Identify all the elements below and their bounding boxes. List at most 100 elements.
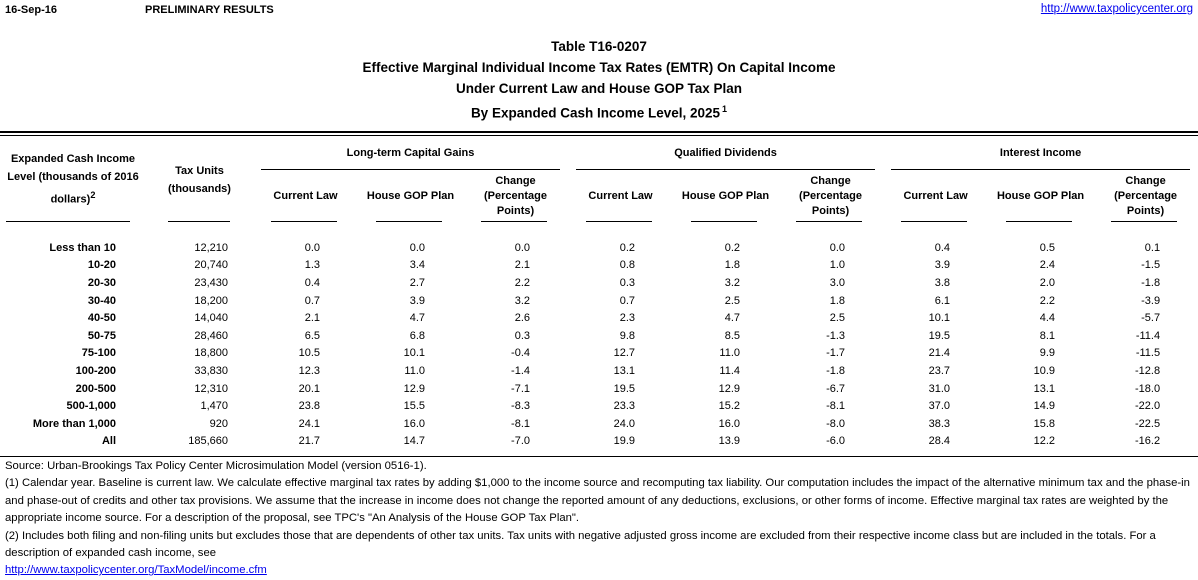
row-label: 100-200 [75,364,116,377]
table-row: 10-20 20,740 1.3 3.4 2.1 0.8 1.8 1.0 3.9 2.4 -1.5 [0,257,1198,275]
value-cell: 23.7 [928,364,951,377]
sub-header-house-gop-plan: House GOP Plan [681,190,770,202]
sub-header-current-law: Current Law [273,190,338,202]
value-cell: 0.0 [829,241,846,254]
value-cell: 0.3 [514,329,531,342]
value-cell: 1.8 [724,259,741,272]
tax-units-header: Tax Units (thousands) [168,164,231,195]
value-cell: 2.7 [409,276,425,289]
row-label: 30-40 [87,294,116,307]
table-top-border [0,131,1198,136]
value-cell: 12.7 [613,347,636,360]
value-cell: -6.0 [826,435,846,448]
sub-header-change: Change (Percentage Points) [799,175,863,217]
value-cell: 0.7 [619,294,636,307]
value-cell: 10.1 [928,312,951,325]
value-cell: 21.4 [928,347,951,360]
value-cell: 2.5 [829,312,846,325]
income-definition-link[interactable]: http://www.taxpolicycenter.org/TaxModel/… [5,564,267,577]
value-cell: 11.0 [719,347,741,360]
column-underline [691,221,757,222]
value-cell: 1.0 [829,259,846,272]
footnote-1: (1) Calendar year. Baseline is current l… [5,477,1190,525]
value-cell: 0.8 [619,259,636,272]
column-underline [271,221,337,222]
value-cell: 10.9 [1033,364,1056,377]
value-cell: 13.1 [613,364,636,377]
value-cell: 12.9 [403,382,425,395]
value-cell: -8.1 [826,400,846,413]
value-cell: 4.7 [724,312,741,325]
row-label: 200-500 [75,382,116,395]
column-underline [376,221,442,222]
group-header-row: Expanded Cash Income Level (thousands of… [0,136,1198,206]
group-underline-dividends [576,169,875,170]
value-cell: 15.8 [1033,417,1056,430]
tax-units-cell: 18,800 [194,347,228,360]
column-underline [796,221,862,222]
value-cell: 10.1 [403,347,425,360]
value-cell: 0.4 [304,276,320,289]
value-cell: -1.8 [826,364,846,377]
value-cell: 8.5 [724,329,741,342]
column-underline [586,221,652,222]
column-underline [1111,221,1177,222]
value-cell: 3.2 [514,294,531,307]
preliminary-results-label: PRELIMINARY RESULTS [145,4,274,16]
sub-header-current-law: Current Law [903,190,968,202]
value-cell: -18.0 [1135,382,1161,395]
table-row: 200-500 12,310 20.1 12.9 -7.1 19.5 12.9 -6.7 31.… [0,380,1198,398]
group-underline-ltcg [261,169,560,170]
table-title: Table T16-0207 Effective Marginal Indivi… [0,36,1198,124]
value-cell: -11.4 [1135,329,1161,342]
value-cell: 8.1 [1039,329,1056,342]
table-row: 30-40 18,200 0.7 3.9 3.2 0.7 2.5 1.8 6.1 2.2 -3.9 [0,292,1198,310]
value-cell: 0.0 [514,241,531,254]
table-row: 75-100 18,800 10.5 10.1 -0.4 12.7 11.0 -1.7 21.4… [0,345,1198,363]
value-cell: -1.8 [1141,276,1161,289]
value-cell: 24.0 [613,417,636,430]
tax-units-cell: 12,210 [194,241,228,254]
value-cell: 0.1 [1144,241,1161,254]
value-cell: -7.1 [511,382,531,395]
income-level-header: Expanded Cash Income Level (thousands of… [7,153,139,206]
value-cell: -8.3 [511,400,531,413]
footnote-1-marker: 1 [722,104,728,114]
footer-notes: Source: Urban-Brookings Tax Policy Cente… [5,458,1195,580]
value-cell: 1.3 [304,259,320,272]
group-header-long-term-capital-gains: Long-term Capital Gains [346,146,475,159]
value-cell: 2.5 [724,294,741,307]
value-cell: -22.0 [1135,400,1161,413]
site-link[interactable]: http://www.taxpolicycenter.org [1040,3,1193,15]
value-cell: 2.0 [1039,276,1056,289]
tax-units-cell: 33,830 [194,364,228,377]
value-cell: -1.4 [511,364,531,377]
value-cell: 2.3 [619,312,636,325]
tax-units-cell: 18,200 [194,294,228,307]
sub-header-row: Current Law House GOP Plan Change (Perce… [0,170,1198,223]
column-underline [168,221,230,222]
table-row: All 185,660 21.7 14.7 -7.0 19.9 13.9 -6.0 28.4 12… [0,433,1198,451]
title-subtitle-plan: Under Current Law and House GOP Tax Plan [455,81,743,96]
value-cell: 3.2 [724,276,741,289]
value-cell: 3.0 [829,276,846,289]
value-cell: 0.3 [619,276,636,289]
footnote-2-marker: 2 [90,190,96,201]
sub-header-change: Change (Percentage Points) [484,175,547,217]
value-cell: 14.7 [403,435,425,448]
row-label: More than 1,000 [32,417,116,430]
value-cell: 15.2 [718,400,741,413]
tax-units-cell: 23,430 [194,276,228,289]
table-bottom-border [0,456,1198,457]
title-subtitle-level: By Expanded Cash Income Level, 2025 1 [470,104,728,121]
value-cell: 19.5 [613,382,636,395]
value-cell: 0.0 [409,241,425,254]
value-cell: 0.0 [304,241,320,254]
row-label: 50-75 [87,329,116,342]
value-cell: 0.5 [1039,241,1056,254]
table-row: More than 1,000 920 24.1 16.0 -8.1 24.0 16.0 -8… [0,415,1198,433]
value-cell: -3.9 [1141,294,1161,307]
value-cell: -8.0 [826,417,846,430]
value-cell: 19.9 [613,435,636,448]
value-cell: -6.7 [826,382,846,395]
